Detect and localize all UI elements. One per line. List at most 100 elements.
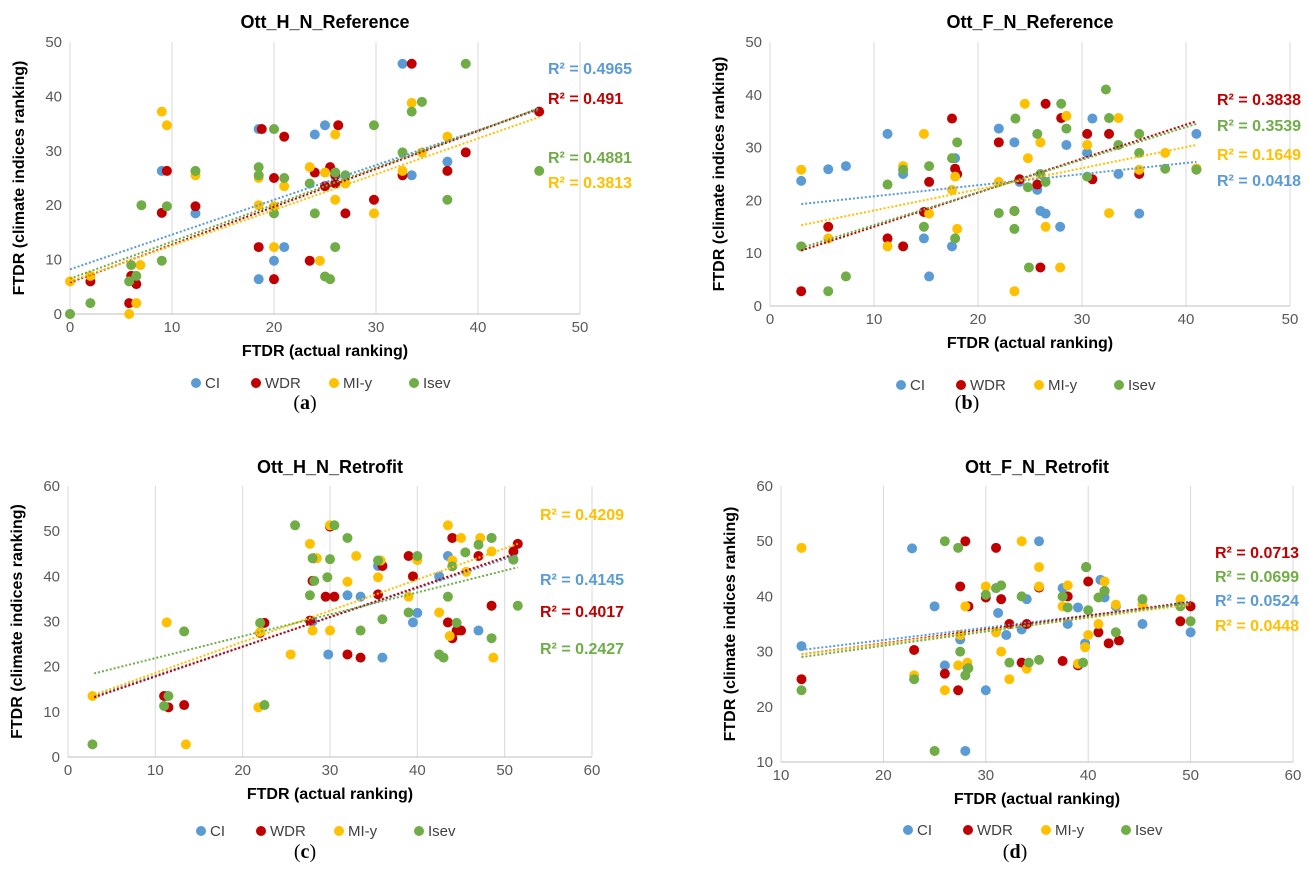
x-tick-label: 40 (1178, 311, 1195, 328)
point-wdr (253, 242, 264, 253)
point-wdr (279, 131, 290, 142)
point-mi-y (456, 532, 466, 543)
point-mi-y (304, 538, 315, 549)
point-mi-y (1055, 262, 1066, 273)
point-ci (929, 601, 940, 612)
point-isev (1134, 128, 1145, 139)
point-wdr (269, 274, 279, 285)
point-isev (1034, 654, 1045, 665)
point-ci (355, 591, 366, 602)
legend-marker-wdr (251, 378, 261, 388)
y-tick-label: 50 (745, 34, 762, 51)
point-wdr (991, 542, 1002, 553)
point-mi-y (1104, 208, 1115, 219)
legend-label-ci: CI (205, 375, 220, 392)
point-isev (136, 200, 147, 211)
trendline-mi-y (801, 143, 1197, 227)
y-tick-label: 40 (756, 588, 773, 605)
point-isev (290, 520, 301, 531)
r2-label-wdr: R² = 0.4017 (540, 604, 624, 621)
point-mi-y (980, 581, 991, 592)
point-isev (377, 614, 388, 625)
point-ci (442, 156, 453, 167)
point-mi-y (1134, 164, 1145, 175)
point-isev (1023, 657, 1034, 668)
point-ci (947, 241, 957, 252)
legend-marker-mi-y (1034, 380, 1044, 390)
point-ci (823, 164, 834, 175)
point-isev (269, 124, 279, 135)
r2-label-mi-y: R² = 0.4209 (540, 507, 624, 524)
point-wdr (340, 208, 351, 219)
point-isev (1081, 562, 1092, 573)
point-isev (939, 536, 950, 547)
trendline-ci (801, 602, 1191, 651)
point-isev (512, 600, 523, 611)
point-mi-y (1022, 153, 1033, 164)
x-tick-label: 30 (322, 762, 339, 779)
point-mi-y (1040, 221, 1051, 232)
r2-label-ci: R² = 0.0524 (1215, 593, 1299, 610)
point-ci (1191, 128, 1202, 139)
point-ci (342, 590, 353, 601)
point-wdr (796, 286, 807, 297)
legend-marker-ci (191, 378, 201, 388)
point-isev (898, 164, 909, 175)
legend-label-ci: CI (910, 377, 925, 394)
point-isev (840, 271, 851, 282)
point-mi-y (368, 208, 379, 219)
point-ci (924, 271, 935, 282)
point-mi-y (1082, 139, 1093, 150)
point-wdr (955, 581, 966, 592)
point-isev (1040, 176, 1051, 187)
point-wdr (1175, 616, 1186, 627)
point-isev (1160, 163, 1171, 174)
point-isev (993, 208, 1004, 219)
point-mi-y (960, 601, 971, 612)
point-isev (1104, 113, 1115, 124)
point-wdr (1083, 576, 1094, 587)
point-isev (442, 591, 453, 602)
point-mi-y (406, 97, 417, 108)
y-tick-label: 40 (43, 568, 60, 585)
x-tick-label: 50 (496, 762, 513, 779)
legend-marker-isev (409, 378, 419, 388)
x-tick-label: 20 (970, 311, 987, 328)
point-wdr (823, 221, 834, 232)
legend-marker-mi-y (1041, 825, 1051, 835)
point-isev (412, 551, 423, 562)
x-tick-label: 30 (368, 319, 385, 336)
legend-marker-isev (1114, 380, 1124, 390)
point-isev (1137, 594, 1148, 605)
point-mi-y (397, 165, 408, 176)
point-wdr (996, 594, 1007, 605)
y-tick-label: 50 (43, 523, 60, 540)
panel-caption: (d) (1002, 841, 1028, 863)
legend-label-isev: Isev (423, 375, 451, 392)
point-isev (963, 663, 974, 674)
point-isev (330, 167, 341, 178)
point-wdr (442, 617, 453, 628)
x-tick-label: 20 (875, 767, 892, 784)
point-isev (330, 242, 341, 253)
point-mi-y (1099, 576, 1110, 587)
point-ci (918, 233, 929, 244)
point-wdr (190, 201, 201, 212)
trendline-wdr (69, 107, 540, 284)
point-mi-y (279, 181, 290, 192)
y-tick-label: 10 (756, 754, 773, 771)
point-wdr (460, 147, 471, 158)
point-mi-y (314, 255, 325, 266)
point-mi-y (796, 164, 807, 175)
point-wdr (407, 571, 418, 582)
point-isev (163, 691, 174, 702)
r2-label-ci: R² = 0.4965 (548, 61, 632, 78)
point-ci (960, 745, 971, 756)
point-wdr (124, 298, 135, 309)
legend-marker-wdr (256, 826, 266, 836)
point-mi-y (135, 260, 146, 271)
point-isev (253, 170, 264, 181)
point-mi-y (342, 576, 353, 587)
point-isev (1191, 164, 1202, 175)
point-isev (534, 165, 545, 176)
